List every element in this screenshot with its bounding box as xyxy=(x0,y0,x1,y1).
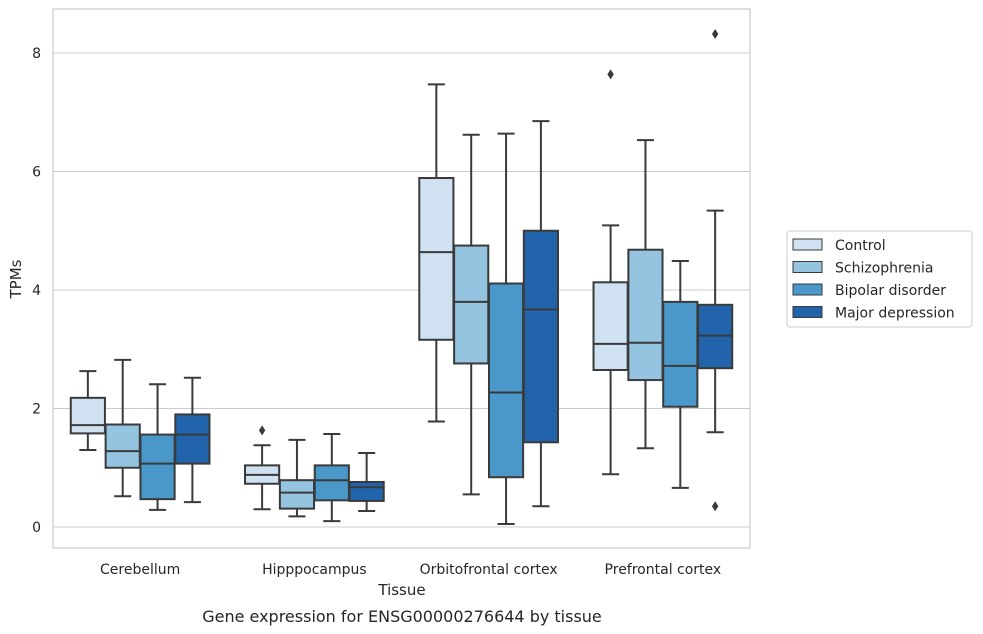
box-major-depression xyxy=(174,376,211,504)
box-body xyxy=(592,281,629,371)
box-body xyxy=(627,248,664,382)
legend-frame xyxy=(786,230,973,328)
y-tick-label: 4 xyxy=(32,283,41,299)
legend-swatch xyxy=(792,306,823,318)
x-tick-labels: Cerebellum Hipppocampus Orbitofrontal cort… xyxy=(100,562,721,578)
x-tick-label: Hipppocampus xyxy=(262,562,367,578)
legend-swatch xyxy=(792,238,823,251)
box-bipolar-disorder xyxy=(662,259,699,489)
gridlines xyxy=(53,52,750,528)
y-tick-label: 6 xyxy=(32,165,41,181)
y-tick-label: 2 xyxy=(32,402,41,418)
box-major-depression xyxy=(348,451,385,513)
legend-entry: Schizophrenia xyxy=(835,261,933,277)
box-control xyxy=(244,425,281,511)
boxes xyxy=(69,29,734,526)
box-control xyxy=(592,69,629,476)
box-body xyxy=(487,282,525,479)
box-body xyxy=(348,480,385,502)
legend-swatch xyxy=(792,261,823,273)
outlier-marker xyxy=(607,69,614,80)
box-body xyxy=(522,229,559,444)
box-bipolar-disorder xyxy=(487,132,525,526)
y-axis-label: TPMs xyxy=(7,259,25,299)
box-body xyxy=(69,396,106,435)
box-body xyxy=(662,300,699,408)
outlier-marker xyxy=(711,501,719,512)
box-schizophrenia xyxy=(453,133,490,496)
outlier-marker xyxy=(258,425,266,436)
legend-entry: Major depression xyxy=(835,306,955,322)
box-major-depression xyxy=(522,120,559,508)
box-major-depression xyxy=(697,29,734,512)
x-tick-label: Prefrontal cortex xyxy=(605,562,722,578)
box-body xyxy=(313,464,350,502)
box-body xyxy=(139,433,176,501)
legend-swatch xyxy=(792,283,823,296)
chart-caption: Gene expression for ENSG00000276644 by t… xyxy=(202,607,602,626)
box-body xyxy=(174,413,211,465)
box-bipolar-disorder xyxy=(313,432,350,523)
x-tick-label: Orbitofrontal cortex xyxy=(420,562,558,578)
x-tick-label: Cerebellum xyxy=(100,562,180,578)
legend-entry: Bipolar disorder xyxy=(835,283,946,299)
box-control xyxy=(69,370,106,451)
y-tick-label: 0 xyxy=(32,520,41,536)
box-body xyxy=(453,244,490,365)
y-tick-label: 8 xyxy=(32,46,41,62)
y-tick-labels: 0 2 4 6 8 xyxy=(32,46,41,536)
box-body xyxy=(418,177,455,341)
box-body xyxy=(104,423,141,469)
box-bipolar-disorder xyxy=(139,383,176,511)
x-axis-label: Tissue xyxy=(377,581,425,599)
outlier-marker xyxy=(711,29,719,40)
box-control xyxy=(418,83,455,423)
legend-entry: Control xyxy=(835,238,886,254)
box-schizophrenia xyxy=(104,358,141,498)
box-body xyxy=(278,479,316,510)
legend: Control Schizophrenia Bipolar disorder Majo… xyxy=(786,230,973,328)
